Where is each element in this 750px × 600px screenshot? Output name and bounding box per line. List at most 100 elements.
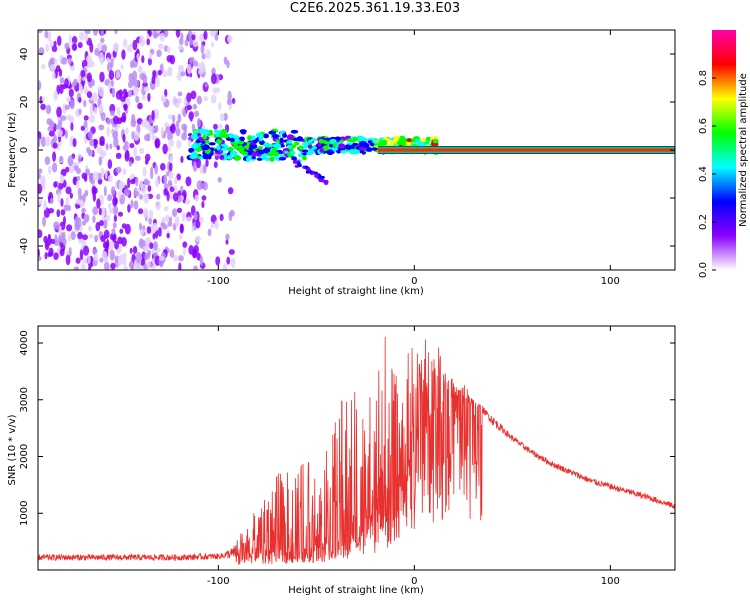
noise-blob [140, 183, 147, 194]
noise-blob [213, 161, 218, 168]
noise-blob [102, 150, 107, 157]
noise-blob [62, 238, 67, 246]
noise-blob [151, 222, 158, 232]
signal-blob [193, 129, 199, 134]
signal-blob [338, 143, 346, 150]
noise-blob [41, 136, 46, 148]
signal-blob [419, 138, 427, 142]
noise-blob [135, 251, 142, 263]
noise-blob [54, 58, 58, 65]
noise-blob [160, 126, 164, 136]
noise-blob [117, 211, 124, 217]
noise-blob [68, 247, 72, 257]
noise-blob [135, 95, 140, 103]
noise-blob [155, 77, 160, 88]
colorbar-tick-label: 0.6 [698, 118, 709, 134]
noise-blob [88, 266, 92, 270]
noise-blob [99, 71, 105, 83]
noise-blob [107, 174, 113, 183]
noise-blob [81, 238, 87, 248]
noise-blob [89, 42, 94, 53]
noise-blob [42, 216, 47, 227]
noise-blob [88, 173, 94, 184]
noise-blob [56, 141, 61, 151]
noise-blob [112, 42, 119, 52]
noise-blob [80, 125, 85, 131]
noise-blob [109, 143, 113, 150]
noise-blob [98, 220, 104, 227]
noise-blob [116, 145, 120, 151]
noise-blob [106, 117, 112, 125]
noise-blob [100, 167, 105, 177]
noise-blob [184, 39, 189, 47]
signal-blob [240, 151, 249, 155]
noise-blob [129, 247, 133, 254]
noise-blob [38, 255, 42, 262]
noise-blob [98, 207, 102, 216]
colorbar-tick-label: 0.8 [698, 70, 709, 86]
noise-blob [186, 63, 192, 75]
noise-blob [169, 186, 175, 193]
noise-blob [192, 103, 198, 110]
noise-blob [168, 216, 173, 223]
noise-blob [191, 225, 195, 232]
signal-blob [263, 142, 269, 147]
noise-blob [103, 219, 108, 229]
noise-blob [225, 233, 230, 241]
noise-blob [71, 36, 78, 45]
noise-blob [41, 96, 46, 102]
noise-blob [174, 216, 180, 227]
noise-blob [149, 242, 154, 249]
noise-blob [119, 228, 124, 234]
signal-blob [202, 153, 210, 160]
signal-blob [301, 149, 309, 153]
noise-blob [179, 37, 184, 46]
noise-blob [163, 187, 168, 196]
signal-blob [239, 129, 247, 134]
noise-blob [197, 62, 204, 70]
noise-blob [128, 261, 134, 268]
noise-blob [205, 48, 211, 60]
signal-blob [393, 137, 399, 143]
noise-blob [121, 237, 127, 247]
noise-blob [135, 176, 139, 187]
signal-blob [286, 134, 294, 141]
noise-blob [143, 178, 149, 185]
signal-blob [271, 147, 278, 152]
noise-blob [191, 34, 196, 41]
noise-blob [181, 123, 188, 131]
noise-blob [177, 190, 182, 198]
noise-blob [64, 104, 70, 110]
signal-blob [251, 155, 256, 160]
noise-blob [72, 43, 78, 51]
noise-blob [112, 130, 119, 140]
snr-plot-area [38, 336, 675, 565]
noise-blob [114, 30, 118, 35]
noise-blob [79, 202, 85, 208]
colorbar-tick-label: 0.0 [698, 262, 709, 278]
noise-blob [76, 180, 80, 190]
noise-blob [56, 35, 62, 47]
noise-blob [178, 255, 184, 262]
noise-blob [151, 109, 155, 121]
noise-blob [51, 162, 58, 173]
noise-blob [167, 221, 173, 227]
signal-blob [257, 149, 266, 155]
signal-blob [240, 136, 245, 141]
noise-blob [156, 193, 161, 200]
noise-blob [169, 181, 173, 188]
noise-blob [101, 44, 108, 53]
noise-blob [98, 156, 103, 166]
noise-blob [38, 229, 43, 239]
noise-blob [160, 222, 166, 228]
noise-blob [123, 265, 129, 270]
noise-blob [176, 207, 183, 214]
noise-blob [60, 209, 66, 216]
noise-blob [77, 155, 82, 164]
noise-blob [146, 124, 152, 131]
noise-blob [104, 169, 108, 180]
noise-blob [108, 202, 112, 209]
noise-blob [94, 47, 100, 56]
noise-blob [162, 70, 168, 78]
noise-blob [128, 42, 133, 53]
